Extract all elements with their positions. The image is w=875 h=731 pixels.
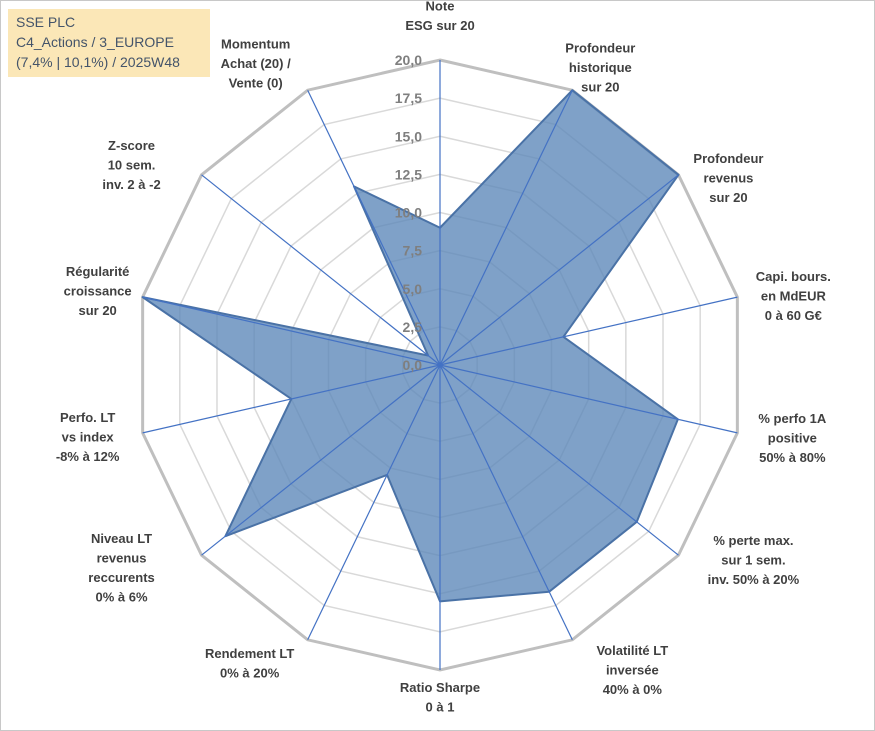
spoke-11: [142, 296, 441, 366]
spoke-4: [439, 364, 738, 434]
axis-label-4: % perfo 1A positive 50% à 80%: [758, 411, 827, 465]
tick-label: 7,5: [403, 243, 423, 259]
tick-label: 10,0: [395, 205, 422, 221]
tick-label: 5,0: [403, 281, 423, 297]
tick-label: 0,0: [403, 357, 423, 373]
spoke-13: [307, 89, 441, 366]
title-category: C4_Actions / 3_EUROPE: [16, 34, 174, 50]
spoke-9: [201, 364, 441, 556]
tick-label: 12,5: [395, 166, 422, 182]
spoke-10: [142, 364, 441, 434]
axis-label-8: Rendement LT 0% à 20%: [205, 646, 294, 681]
axis-label-2: Profondeur revenus sur 20: [693, 151, 763, 205]
axis-label-9: Niveau LT revenus reccurents 0% à 6%: [88, 531, 154, 605]
tick-label: 15,0: [395, 128, 422, 144]
spoke-8: [307, 364, 441, 641]
spoke-3: [439, 296, 738, 366]
tick-label: 20,0: [395, 52, 422, 68]
radar-spokes: [142, 60, 738, 670]
tick-label: 17,5: [395, 90, 422, 106]
spoke-5: [439, 364, 679, 556]
axis-label-10: Perfo. LT vs index -8% à 12%: [56, 410, 120, 464]
spoke-6: [439, 364, 573, 641]
spoke-12: [201, 174, 441, 366]
axis-label-12: Z-score 10 sem. inv. 2 à -2: [102, 138, 160, 192]
axis-label-11: Régularité croissance sur 20: [64, 264, 132, 318]
axis-label-5: % perte max. sur 1 sem. inv. 50% à 20%: [708, 533, 800, 587]
radar-axis-labels: Note ESG sur 20 Profondeur historique sur 20…: [56, 0, 831, 715]
axis-label-1: Profondeur historique sur 20: [565, 41, 635, 95]
axis-label-3: Capi. bours. en MdEUR 0 à 60 G€: [756, 269, 831, 323]
title-company: SSE PLC: [16, 14, 76, 30]
title-box: SSE PLC C4_Actions / 3_EUROPE (7,4% | 10…: [8, 9, 210, 77]
tick-label: 2,5: [403, 319, 423, 335]
axis-label-6: Volatilité LT inversée 40% à 0%: [596, 643, 668, 697]
spoke-1: [439, 89, 573, 366]
title-stats: (7,4% | 10,1%) / 2025W48: [16, 54, 180, 70]
axis-label-13: Momentum Achat (20) / Vente (0): [221, 37, 291, 91]
spoke-2: [439, 174, 679, 366]
radar-tick-labels: 0,0 2,5 5,0 7,5 10,0 12,5 15,0 17,5 20,0: [395, 52, 422, 373]
axis-label-0: Note ESG sur 20: [405, 0, 474, 33]
axis-label-7: Ratio Sharpe 0 à 1: [400, 680, 480, 715]
